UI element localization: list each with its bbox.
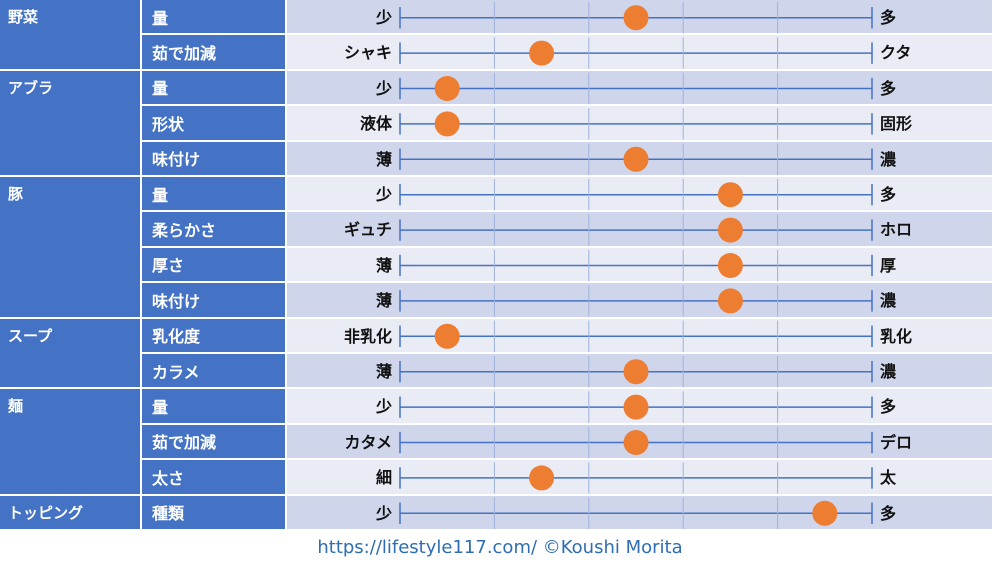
scale-left-label: ギュチ [343, 220, 392, 240]
rating-marker [434, 76, 460, 101]
attribute-label: 柔らかさ [140, 212, 285, 248]
scale-left-label: 細 [375, 468, 392, 488]
scale-right-label: 濃 [880, 291, 897, 311]
scale-right-label: 厚 [880, 255, 897, 275]
attribute-label: 種類 [140, 495, 285, 531]
attribute-label: 味付け [140, 141, 285, 177]
category-label: 麺 [0, 389, 140, 496]
scale-left-label: 液体 [359, 114, 392, 134]
attribute-label: 茹で加減 [140, 424, 285, 461]
scale-right-label: 多 [880, 8, 897, 27]
rating-marker [434, 323, 460, 349]
scale-left-label: 薄 [375, 362, 392, 381]
scale-left-label: 薄 [375, 149, 392, 169]
rating-marker [717, 217, 743, 243]
scale-right-label: 多 [880, 78, 897, 98]
scale-right-label: 乳化 [880, 326, 913, 346]
scale-right-label: デロ [880, 432, 913, 452]
attribute-label: 形状 [140, 106, 285, 142]
category-label: 豚 [0, 177, 140, 319]
rating-marker [812, 500, 838, 526]
footer-credit: https://lifestyle117.com/ ©Koushi Morita [317, 537, 683, 558]
attribute-label: 量 [140, 70, 285, 107]
rating-marker [434, 111, 460, 137]
scale-left-label: 少 [375, 397, 392, 417]
category-label: トッピング [0, 495, 140, 531]
scale-right-label: 多 [880, 185, 897, 204]
scale-right-label: ホロ [880, 220, 913, 240]
category-label: スープ [0, 318, 140, 390]
scale-left-label: カタメ [344, 432, 392, 452]
scale-right-label: クタ [880, 43, 912, 63]
attribute-label: 量 [140, 389, 285, 425]
scale-left-label: 少 [375, 78, 392, 98]
attribute-label: カラメ [140, 354, 285, 390]
scale-left-label: シャキ [343, 43, 392, 63]
category-label: アブラ [0, 70, 140, 177]
scale-right-label: 濃 [880, 149, 897, 169]
scale-right-label: 濃 [880, 362, 897, 381]
attribute-label: 味付け [140, 283, 285, 319]
rating-marker [623, 359, 649, 385]
attribute-label: 太さ [140, 460, 285, 496]
rating-marker [529, 40, 555, 66]
rating-marker [529, 465, 555, 491]
rating-marker [623, 5, 649, 31]
scale-left-label: 少 [375, 503, 392, 523]
category-label: 野菜 [0, 0, 140, 71]
scale-left-label: 薄 [375, 255, 392, 275]
scale-right-label: 多 [880, 397, 897, 417]
rating-marker [717, 253, 743, 278]
rating-marker [623, 430, 649, 455]
scale-left-label: 少 [375, 185, 392, 204]
attribute-label: 量 [140, 0, 285, 36]
rating-marker [717, 182, 743, 208]
attribute-label: 乳化度 [140, 318, 285, 354]
scale-left-label: 薄 [375, 291, 392, 311]
attribute-label: 量 [140, 177, 285, 213]
rating-marker [623, 394, 649, 420]
rating-scale-marks [399, 2, 873, 529]
scale-right-label: 固形 [880, 114, 913, 134]
rating-marker [717, 288, 743, 314]
scale-left-label: 非乳化 [343, 326, 392, 346]
scale-right-label: 太 [880, 468, 897, 488]
scale-left-label: 少 [375, 8, 392, 27]
scale-right-label: 多 [880, 503, 897, 523]
attribute-label: 厚さ [140, 247, 285, 284]
attribute-label: 茹で加減 [140, 35, 285, 71]
rating-marker [623, 146, 649, 172]
